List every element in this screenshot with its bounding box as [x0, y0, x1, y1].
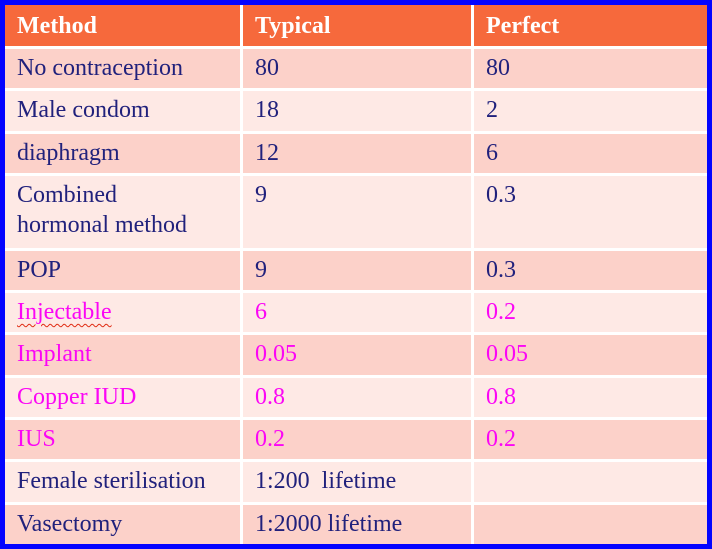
typical-cell: 80 — [242, 49, 471, 89]
method-cell: POP — [5, 250, 240, 290]
perfect-cell: 0.05 — [474, 335, 707, 375]
typical-cell: 1:2000 lifetime — [242, 504, 471, 544]
method-cell: Female sterilisation — [5, 462, 240, 502]
typical-cell: 0.2 — [242, 419, 471, 460]
column-header-typical: Typical — [242, 5, 471, 46]
column-header-perfect: Perfect — [474, 5, 707, 46]
typical-cell: 9 — [242, 250, 471, 290]
method-cell: Injectable — [5, 292, 240, 333]
perfect-cell: 2 — [474, 91, 707, 131]
perfect-cell — [474, 462, 707, 502]
perfect-cell: 0.2 — [474, 292, 707, 333]
typical-cell: 18 — [242, 91, 471, 131]
column-header-method: Method — [5, 5, 240, 46]
perfect-cell: 0.8 — [474, 377, 707, 417]
typical-cell: 12 — [242, 133, 471, 174]
typical-cell: 6 — [242, 292, 471, 333]
typical-cell: 0.8 — [242, 377, 471, 417]
method-cell: Copper IUD — [5, 377, 240, 417]
typical-cell: 9 — [242, 176, 471, 248]
perfect-cell — [474, 504, 707, 544]
perfect-cell: 0.2 — [474, 419, 707, 460]
method-cell: diaphragm — [5, 133, 240, 174]
perfect-cell: 6 — [474, 133, 707, 174]
perfect-cell: 0.3 — [474, 250, 707, 290]
perfect-cell: 80 — [474, 49, 707, 89]
method-cell: IUS — [5, 419, 240, 460]
method-cell: Implant — [5, 335, 240, 375]
method-cell: Vasectomy — [5, 504, 240, 544]
typical-cell: 1:200 lifetime — [242, 462, 471, 502]
method-cell: No contraception — [5, 49, 240, 89]
method-cell: Combined hormonal method — [5, 176, 240, 248]
perfect-cell: 0.3 — [474, 176, 707, 248]
method-cell: Male condom — [5, 91, 240, 131]
typical-cell: 0.05 — [242, 335, 471, 375]
